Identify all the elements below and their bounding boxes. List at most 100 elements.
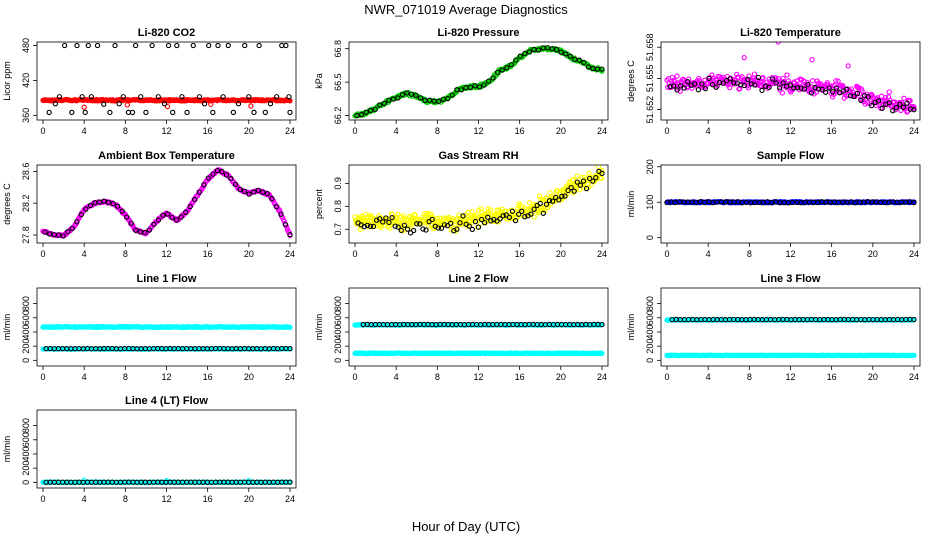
data-point <box>413 92 419 99</box>
data-point <box>794 85 800 91</box>
x-tick-label: 12 <box>473 249 483 259</box>
data-point <box>124 214 130 220</box>
data-point <box>435 225 442 231</box>
data-point <box>161 101 168 107</box>
data-point <box>232 181 239 188</box>
data-point <box>423 227 429 233</box>
data-point <box>590 178 596 184</box>
data-point <box>287 479 293 485</box>
data-point <box>174 42 180 49</box>
y-tick-label: 200 <box>333 339 343 354</box>
data-point <box>751 71 758 77</box>
data-point <box>242 42 248 49</box>
data-point <box>372 106 378 113</box>
data-point <box>562 193 568 199</box>
data-point <box>201 182 207 188</box>
data-point <box>408 91 415 97</box>
x-tick-label: 12 <box>161 494 171 504</box>
data-point <box>190 42 196 49</box>
data-point <box>457 220 463 226</box>
x-tick-label: 24 <box>909 372 919 382</box>
data-point <box>907 98 913 104</box>
y-tick-label: 800 <box>333 296 343 311</box>
data-point <box>515 211 522 217</box>
panel-sample-flow: Sample Flow ml/min 0 4 8 12 16 20 24 0 100 200 <box>626 150 921 259</box>
data-point <box>581 59 587 66</box>
data-point <box>830 89 836 95</box>
data-point <box>482 220 488 226</box>
data-point <box>201 101 208 107</box>
data-point <box>558 49 564 55</box>
data-point <box>667 83 673 90</box>
panel-title-licor-temp: Li-820 Temperature <box>740 27 841 39</box>
data-point <box>445 95 451 102</box>
data-point <box>120 94 126 100</box>
x-tick-label: 12 <box>785 249 795 259</box>
data-point <box>210 109 216 116</box>
data-point <box>235 101 242 107</box>
data-point <box>689 85 695 91</box>
panel-ylabel-sample-flow: ml/min <box>626 191 636 218</box>
points-box-temp <box>40 167 293 239</box>
data-point <box>587 175 593 182</box>
panel-title-line3: Line 3 Flow <box>761 273 821 285</box>
data-point <box>536 193 543 199</box>
points-line3 <box>664 316 917 359</box>
data-point <box>160 212 166 218</box>
panel-title-rh: Gas Stream RH <box>438 150 518 162</box>
panel-line3: Line 3 Flow ml/min 0 4 8 12 16 20 24 0 20040060080… <box>626 273 921 382</box>
data-point <box>287 109 293 116</box>
data-point <box>785 78 792 84</box>
data-point <box>563 51 569 57</box>
data-point <box>487 207 494 213</box>
data-point <box>476 84 483 90</box>
data-point <box>267 101 274 107</box>
panel-ylabel-line4: ml/min <box>2 436 12 463</box>
data-point <box>441 222 448 228</box>
data-point <box>132 42 139 49</box>
data-point <box>448 220 454 226</box>
data-point <box>859 88 865 94</box>
data-point <box>428 211 434 217</box>
y-tick-label: 200 <box>21 461 31 476</box>
points-line2 <box>352 321 605 357</box>
data-point <box>273 203 280 210</box>
data-point <box>485 214 491 220</box>
data-point <box>256 42 262 49</box>
data-point <box>517 53 524 59</box>
y-tick-label: 400 <box>21 446 31 461</box>
y-tick-label: 200 <box>645 339 655 354</box>
data-point <box>801 86 808 92</box>
figure-title: NWR_071019 Average Diagnostics <box>364 2 568 17</box>
x-tick-label: 4 <box>82 249 87 259</box>
y-tick-label: 28.6 <box>21 163 31 181</box>
panel-ylabel-licor-temp: degrees C <box>626 60 636 102</box>
x-tick-label: 0 <box>352 126 357 136</box>
data-point <box>386 97 392 103</box>
data-point <box>531 214 537 220</box>
data-point <box>716 80 723 86</box>
data-point <box>282 221 289 228</box>
data-point <box>911 316 917 323</box>
data-point <box>206 42 212 49</box>
data-point <box>363 109 369 115</box>
data-point <box>506 214 513 221</box>
data-point <box>509 208 516 214</box>
data-point <box>826 85 832 91</box>
y-tick-label: 200 <box>21 339 31 354</box>
data-point <box>574 179 580 185</box>
x-tick-label: 8 <box>435 249 440 259</box>
data-point <box>752 82 758 88</box>
data-point <box>543 201 550 207</box>
data-point <box>522 214 528 220</box>
data-point <box>74 219 80 225</box>
data-point <box>695 87 702 93</box>
data-point <box>598 175 605 181</box>
x-tick-label: 4 <box>706 372 711 382</box>
x-tick-label: 20 <box>868 372 878 382</box>
data-point <box>759 87 765 94</box>
data-point <box>556 197 562 203</box>
data-point <box>692 81 698 87</box>
y-tick-label: 360 <box>21 108 31 123</box>
